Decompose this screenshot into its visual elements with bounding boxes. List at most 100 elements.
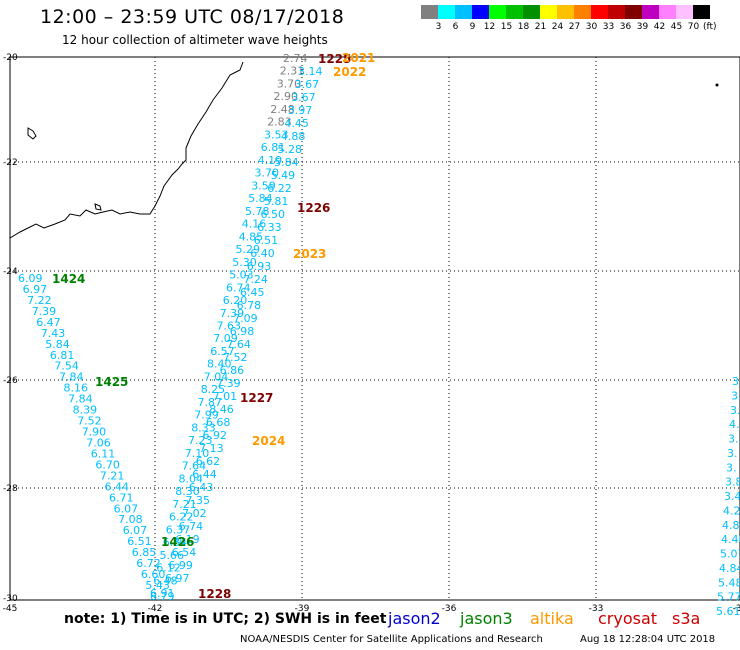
wave-height-value: 2.74 (283, 52, 308, 65)
wave-height-value: 8.33 (191, 421, 216, 434)
wave-height-value: 2.90 (274, 90, 299, 103)
longitude-label: -30 (733, 604, 740, 614)
footer-credit: NOAA/NESDIS Center for Satellite Applica… (240, 634, 543, 645)
colorbar-swatch (472, 5, 489, 19)
longitude-label: -36 (442, 604, 457, 614)
wave-height-value: 7.64 (226, 338, 251, 351)
wave-height-value: 6.48 (153, 574, 178, 587)
colorbar-swatch (608, 5, 625, 19)
wave-height-value: 7.08 (118, 513, 143, 526)
wave-height-value: 6.12 (156, 562, 181, 575)
wave-height-value: 6.22 (267, 182, 292, 195)
colorbar-label: 33 (602, 22, 615, 32)
island-shape (27, 127, 37, 140)
colorbar-label: 45 (670, 22, 683, 32)
axis-labels: -45 -42 -39 -36 -33 -30 -20 -22 -24 -26 -28 -30 (3, 53, 740, 614)
wave-height-value: 6.51 (254, 234, 279, 247)
pass-time-label: 1227 (240, 391, 273, 405)
coastline (9, 61, 244, 239)
legend-jason2: jason2 (388, 609, 441, 628)
wave-height-value: 4.45 (284, 117, 309, 130)
wave-height-value: 6.71 (109, 491, 134, 504)
wave-height-value: 6.92 (203, 429, 228, 442)
colorbar-label: 6 (452, 22, 459, 32)
colorbar-swatch (557, 5, 574, 19)
wave-height-value: 8.46 (209, 403, 234, 416)
wave-height-value: 6.40 (250, 247, 274, 260)
wave-height-value: 6.11 (91, 447, 116, 460)
wave-height-value: 3. (726, 461, 737, 474)
colorbar-swatch (421, 5, 438, 19)
wave-height-value: 6.99 (168, 559, 193, 572)
wave-height-value: 4.88 (281, 130, 306, 143)
wave-height-value: 3.59 (251, 179, 275, 192)
latitude-label: -20 (3, 53, 18, 63)
colorbar-label: 15 (500, 22, 513, 32)
wave-height-value: 7.23 (188, 434, 213, 447)
footer-note: note: 1) Time is in UTC; 2) SWH is in fe… (64, 611, 387, 627)
colorbar-label: 3 (435, 22, 442, 32)
colorbar-label: 9 (469, 22, 476, 32)
wave-height-value: 5.28 (278, 143, 303, 156)
wave-height-value: 7.39 (32, 305, 57, 318)
wave-height-value: 7.43 (41, 327, 66, 340)
wave-height-value: 7.52 (77, 415, 102, 428)
wave-height-value: 6.20 (223, 294, 248, 307)
colorbar-swatch (625, 5, 642, 19)
island-dot (715, 83, 719, 87)
colorbar-label: 27 (568, 22, 581, 32)
wave-height-value: 6.81 (261, 141, 286, 154)
wave-height-value: 6.74 (179, 520, 204, 533)
latitude-label: -30 (3, 594, 18, 604)
latitude-label: -28 (3, 484, 18, 494)
wave-height-value: 5.03 (229, 269, 254, 282)
wave-height-value: 6.33 (257, 221, 282, 234)
latitude-label: -22 (3, 158, 18, 168)
wave-height-value: 4.2 (723, 504, 740, 517)
colorbar-swatch (540, 5, 557, 19)
wave-height-value: 3.8 (725, 476, 740, 489)
map-frame (9, 56, 740, 601)
wave-height-value: 5.49 (271, 169, 296, 182)
wave-height-value: 2.48 (270, 103, 295, 116)
wave-height-value: 6.57 (210, 345, 235, 358)
pass-time-label: 1225 (318, 52, 351, 66)
wave-height-value: 6.72 (136, 557, 161, 570)
wave-height-value: 5.84 (248, 192, 273, 205)
pass-time-label: 1424 (52, 272, 85, 286)
wave-height-value: 6.81 (50, 349, 75, 362)
colorbar-label: 42 (653, 22, 666, 32)
wave-height-value: 7.84 (68, 393, 93, 406)
pass-time-label: 2021 (342, 51, 375, 65)
wave-height-value: 3. (731, 389, 740, 402)
colorbar-label: 36 (619, 22, 632, 32)
wave-height-value: 7.21 (100, 469, 125, 482)
wave-height-value: 7.39 (216, 377, 241, 390)
pass-time-label: 1226 (297, 201, 330, 215)
wave-height-value: 6.50 (261, 208, 286, 221)
wave-height-value: 8.30 (175, 485, 200, 498)
wave-height-value: 8.04 (179, 472, 204, 485)
wave-height-value: 7.64 (182, 460, 207, 473)
latitude-label: -26 (3, 376, 18, 386)
wave-height-value: 7.04 (204, 371, 229, 384)
coastline-path (9, 61, 244, 239)
wave-height-value: 6.78 (237, 299, 262, 312)
colorbar-label: 39 (636, 22, 649, 32)
wave-height-value: 4.40 (721, 533, 740, 546)
pass-time-label: 1228 (198, 587, 231, 601)
pass-time-label: 2022 (333, 65, 366, 79)
map-title: 12:00 – 23:59 UTC 08/17/2018 (40, 6, 345, 28)
colorbar-label: 18 (517, 22, 530, 32)
wave-height-value: 7.02 (182, 507, 207, 520)
wave-height-value: 3. (730, 404, 740, 417)
wave-height-value: 6.70 (95, 458, 120, 471)
wave-height-value: 6.60 (141, 568, 166, 581)
wave-height-value: 5.78 (245, 205, 270, 218)
wave-height-value: 7.87 (198, 396, 223, 409)
wave-height-value: 5.29 (236, 243, 261, 256)
wave-height-value: 6.97 (23, 283, 47, 296)
wave-height-value: 5.07 (720, 548, 740, 561)
wave-height-value: 6.45 (240, 286, 265, 299)
wave-height-value: 2.31 (280, 65, 305, 78)
